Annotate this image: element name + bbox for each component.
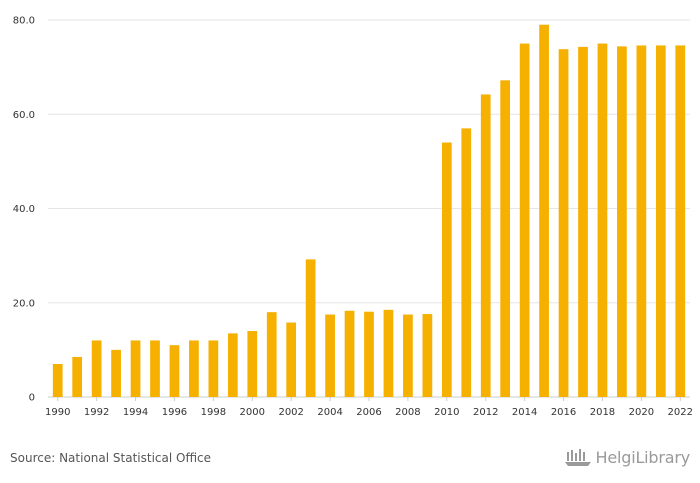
- y-tick-label: 20.0: [13, 298, 35, 309]
- bar-1995: [150, 340, 160, 397]
- x-tick-label: 2018: [590, 407, 615, 418]
- library-icon: [564, 449, 591, 466]
- bar-2021: [655, 45, 666, 397]
- bar-1998: [208, 340, 219, 397]
- x-tick-label: 2000: [240, 407, 265, 418]
- x-axis-labels: 1990 1992 1994 1996 1998 2000 2002 2004 2006 2008…: [45, 407, 693, 418]
- bar-2011: [461, 128, 472, 397]
- x-tick-label: 2016: [551, 407, 576, 418]
- y-tick-label: 80.0: [13, 16, 35, 27]
- brand-logo: HelgiLibrary: [564, 447, 690, 467]
- bar-2016: [558, 49, 569, 397]
- bar-1996: [169, 345, 180, 397]
- x-tick-label: 2002: [278, 407, 303, 418]
- y-tick-label: 60.0: [13, 110, 35, 121]
- bar-2003: [305, 259, 316, 397]
- bar-1994: [130, 340, 141, 397]
- bar-2012: [480, 94, 491, 398]
- bar-2018: [597, 43, 608, 397]
- bar-2015: [539, 24, 549, 398]
- x-tick-label: 1998: [201, 407, 226, 418]
- bar-2001: [266, 312, 277, 397]
- bar-2009: [422, 314, 433, 397]
- bar-2005: [344, 310, 355, 397]
- x-tick-label: 1994: [123, 407, 148, 418]
- bar-2007: [383, 309, 394, 397]
- x-tick-label: 2012: [473, 407, 498, 418]
- x-tick-label: 1992: [84, 407, 109, 418]
- bar-1993: [111, 349, 121, 397]
- x-tick-label: 2020: [629, 407, 654, 418]
- x-tick-label: 2006: [356, 407, 381, 418]
- x-tick-label: 1996: [162, 407, 187, 418]
- bar-2006: [364, 311, 374, 397]
- x-tick-label: 1990: [45, 407, 70, 418]
- bar-2000: [247, 331, 258, 397]
- bars: [52, 24, 686, 398]
- y-axis-labels: 0 20.0 40.0 60.0 80.0: [13, 16, 35, 404]
- bar-chart: 0 20.0 40.0 60.0 80.0 1990 1992 1994 1996 1998 20…: [13, 16, 693, 419]
- bar-1999: [227, 333, 238, 397]
- x-tick-label: 2008: [395, 407, 420, 418]
- bar-2008: [403, 314, 413, 397]
- bar-1990: [52, 364, 63, 397]
- bar-2020: [636, 45, 647, 397]
- bar-2014: [519, 43, 530, 397]
- x-tick-label: 2022: [668, 407, 693, 418]
- bar-2010: [441, 142, 452, 397]
- bar-2004: [325, 314, 335, 397]
- bar-2022: [675, 45, 686, 397]
- bar-2017: [578, 46, 588, 397]
- x-tick-label: 2004: [317, 407, 342, 418]
- bar-2002: [286, 322, 297, 397]
- source-note: Source: National Statistical Office: [10, 451, 212, 465]
- bar-1992: [91, 340, 102, 397]
- bar-2019: [617, 46, 627, 397]
- y-tick-label: 40.0: [13, 204, 35, 215]
- footer: Source: National Statistical Office Helg…: [0, 430, 700, 483]
- bar-1997: [189, 340, 199, 397]
- brand-name: HelgiLibrary: [595, 447, 691, 467]
- x-tick-label: 2010: [434, 407, 459, 418]
- y-tick-label: 0: [29, 393, 35, 404]
- x-tick-label: 2014: [512, 407, 537, 418]
- bar-1991: [72, 356, 83, 397]
- bar-2013: [500, 80, 511, 397]
